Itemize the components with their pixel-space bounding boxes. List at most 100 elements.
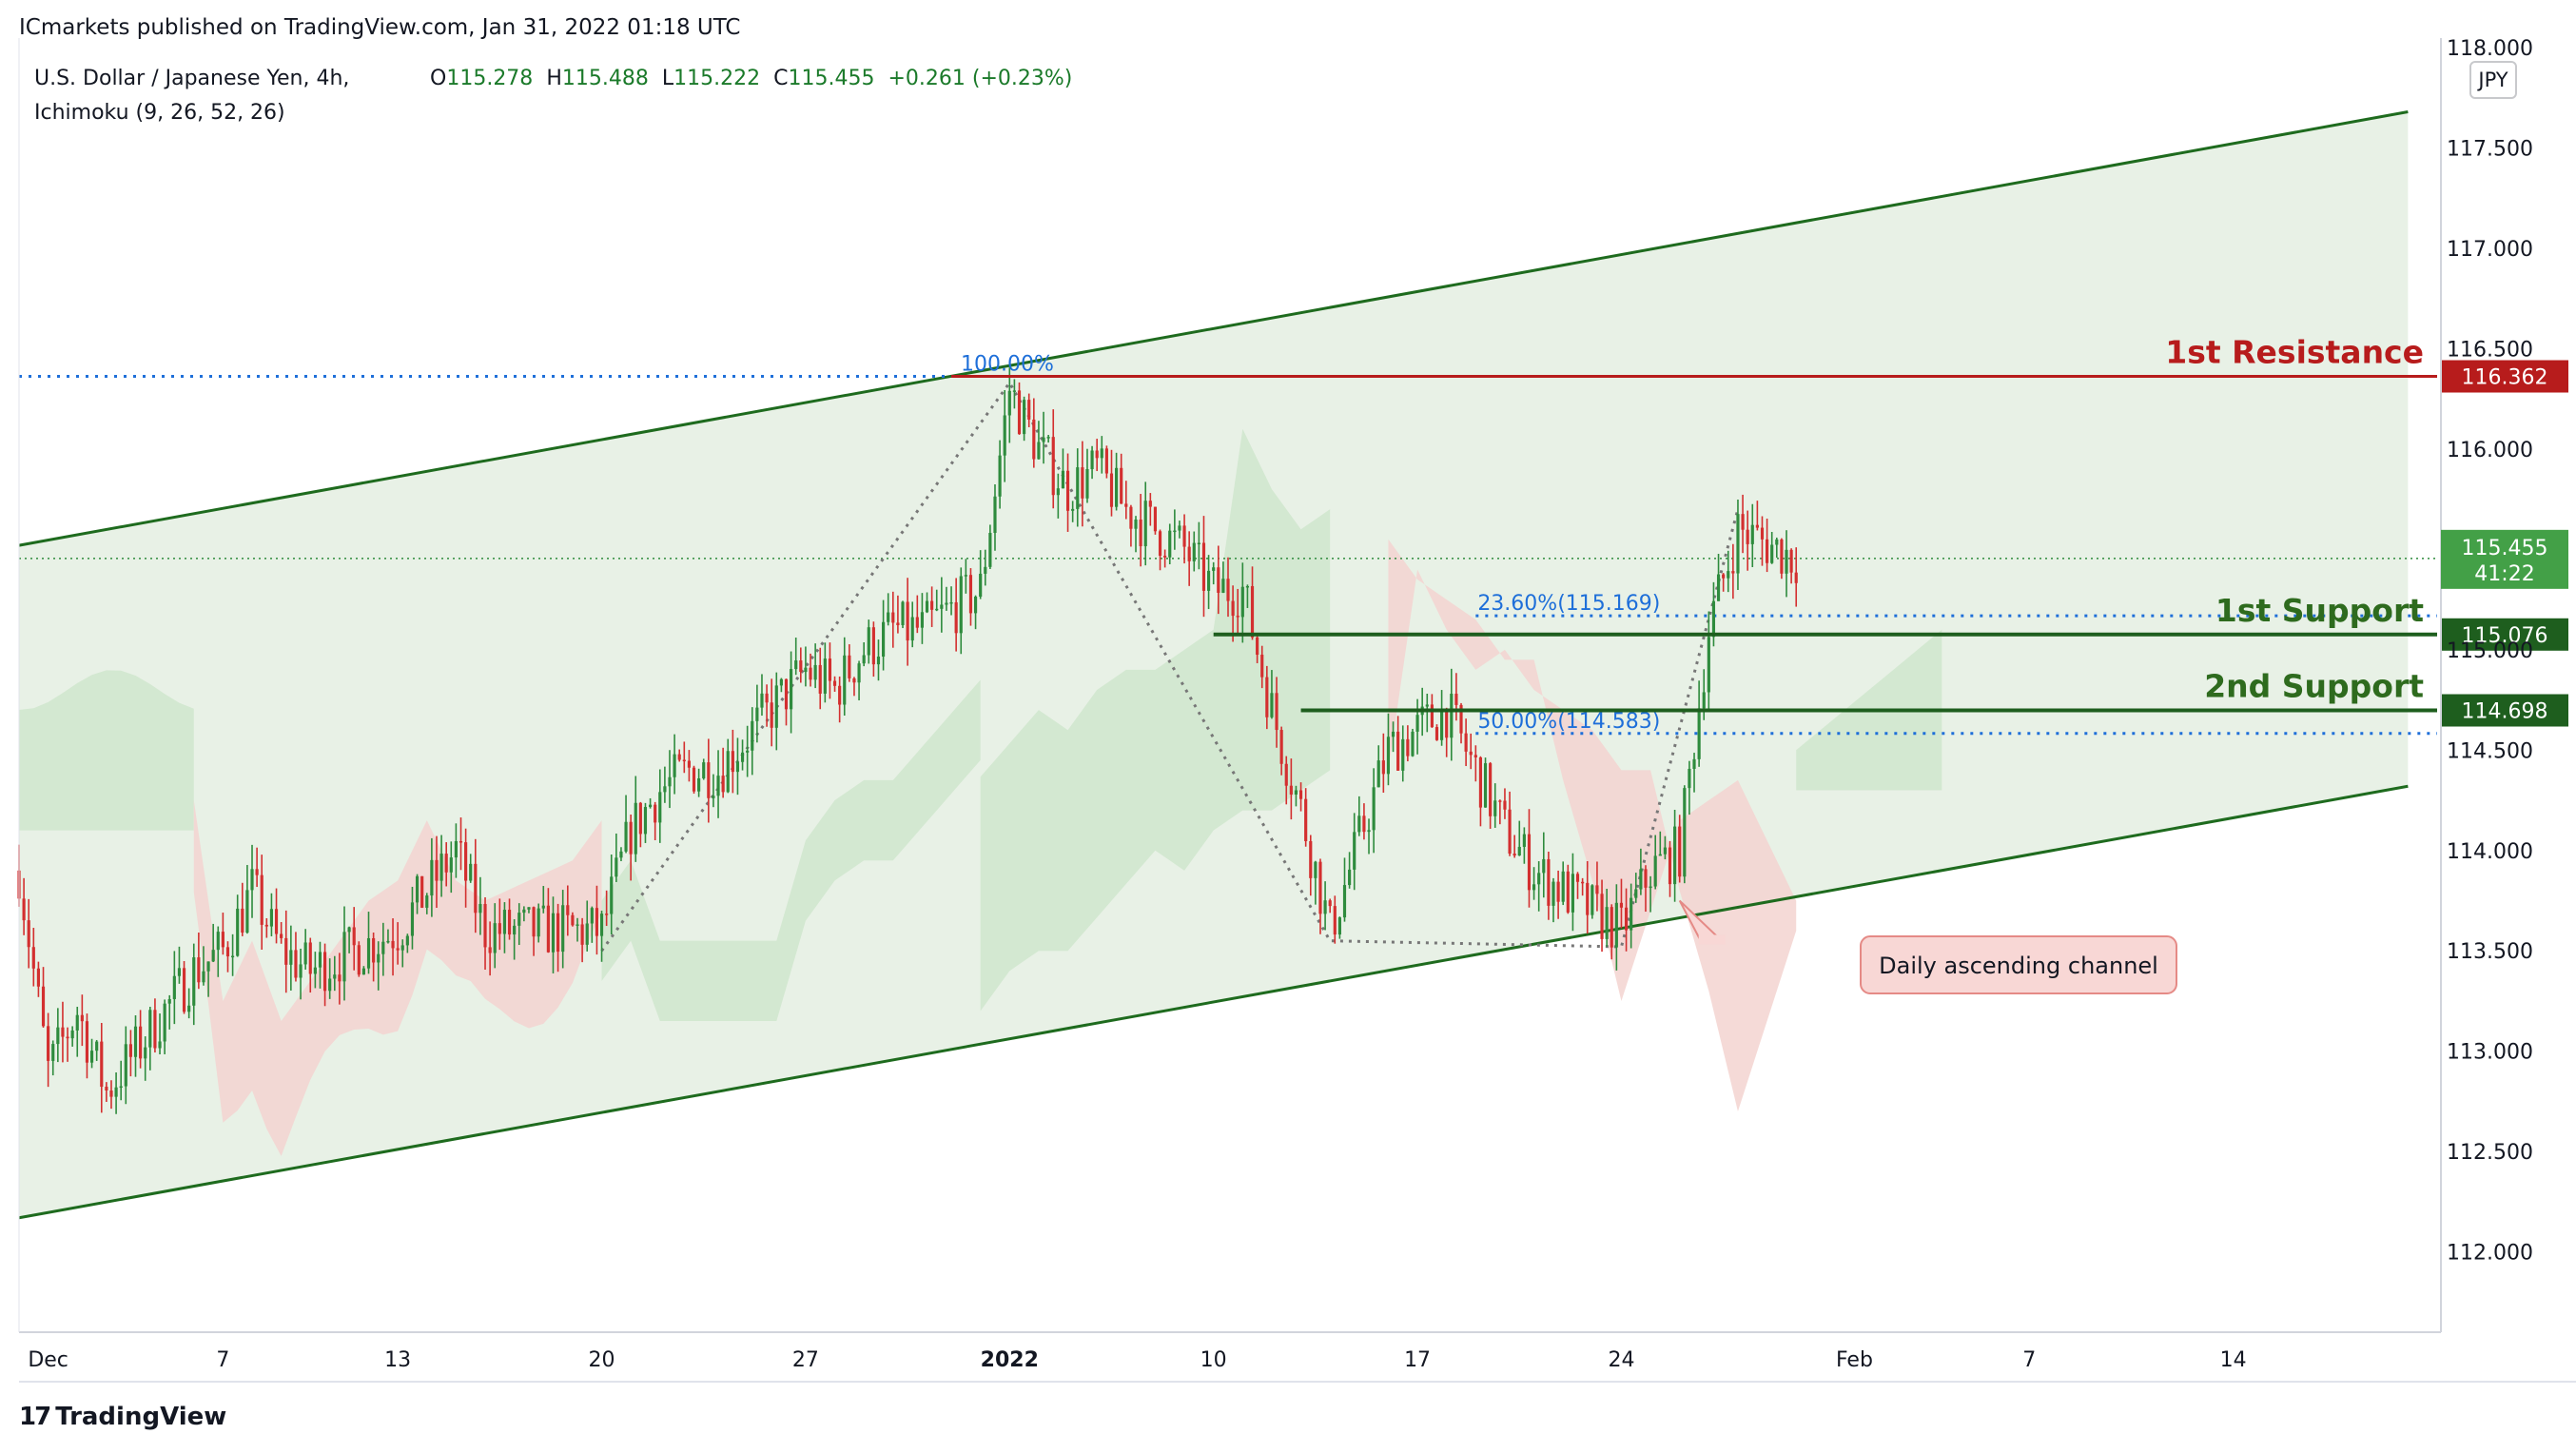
candle-body [663,786,667,793]
candle-body [405,935,409,946]
candle-body [488,947,492,953]
candle-body [70,1030,74,1039]
candle-body [255,869,259,875]
candle-body [1498,800,1502,802]
x-tick-label: 10 [1200,1348,1227,1372]
candle-body [1124,503,1128,507]
candle-body [1265,677,1269,717]
candle-body [342,932,346,982]
candle-body [940,604,944,609]
y-tick-label: 112.500 [2447,1141,2533,1165]
candle-body [1085,469,1089,499]
level-label: 1st Support [2215,592,2424,629]
candle-body [746,750,750,753]
candle-body [1508,809,1512,855]
candle-body [1532,884,1536,891]
candle-body [915,617,919,628]
candle-body [643,807,648,835]
candle-body [139,1026,143,1059]
candle-body [1017,390,1022,435]
candle-body [144,1047,147,1059]
y-tick-label: 113.000 [2447,1041,2533,1065]
candle-body [377,953,381,963]
candle-body [1372,787,1376,831]
candle-body [66,1036,69,1039]
candle-body [400,945,404,951]
candle-body [1464,733,1468,752]
candle-body [1586,882,1590,915]
candle-body [274,909,279,934]
candle-body [790,669,793,710]
candle-body [813,664,817,680]
candle-body [1469,751,1473,756]
candle-body [692,767,696,792]
x-tick-label: 7 [216,1348,229,1372]
channel-upper-line [18,110,2409,547]
level-price-badge-text: 116.362 [2462,366,2548,390]
candle-body [361,968,365,975]
annotation-joint [1698,934,1726,945]
candle-body [1770,544,1774,563]
currency-label[interactable]: JPY [2469,61,2517,99]
candle-body [1192,542,1196,561]
candle-body [1581,881,1585,884]
candle-body [449,857,453,873]
indicator-legend[interactable]: Ichimoku (9, 26, 52, 26) [34,101,285,125]
candle-body [891,612,895,623]
candle-body [968,575,973,614]
candle-body [576,924,579,926]
candle-body [896,622,900,625]
candle-body [439,854,443,881]
candle-body [1042,437,1045,442]
candle-body [1032,419,1036,460]
candle-body [513,925,517,935]
candle-body [823,658,827,694]
ohlc-high: 115.488 [561,67,649,90]
candle-body [755,707,759,721]
candle-body [1454,694,1458,705]
candle-body [1653,855,1657,887]
tradingview-logo[interactable]: 17 TradingView [19,1403,226,1431]
candle-body [231,955,235,958]
candle-body [109,1090,113,1097]
candle-body [1168,530,1172,558]
publisher-text: ICmarkets published on TradingView.com, … [19,15,741,40]
candle-body [1357,815,1361,833]
candle-body [1221,579,1225,593]
candle-body [1065,470,1070,511]
candle-body [599,914,604,936]
candle-body [566,905,570,915]
candle-body [1614,902,1618,948]
candle-body [299,964,302,978]
candle-body [1401,738,1405,771]
candles-group [17,367,1798,1114]
candle-body [605,914,609,915]
candle-body [338,974,342,982]
candle-body [425,895,429,908]
candle-body [1624,907,1629,931]
candle-body [751,720,754,751]
candle-body [396,948,400,951]
candle-body [192,957,196,1006]
candle-body [1109,473,1114,507]
level-label: 2nd Support [2204,668,2424,705]
candle-body [128,1044,132,1057]
candle-body [702,762,706,778]
candle-body [260,874,263,925]
candle-body [1348,869,1352,886]
y-tick-label: 116.500 [2447,338,2533,362]
candle-body [1115,467,1119,507]
candle-body [280,933,283,938]
symbol-title[interactable]: U.S. Dollar / Japanese Yen, 4h, [34,67,350,90]
ohlc-high-label: H [546,67,562,90]
candle-body [61,1027,65,1037]
candle-body [313,967,317,974]
candle-body [1100,448,1103,459]
candle-body [284,937,288,965]
candle-body [1104,448,1108,474]
candle-body [1284,763,1288,786]
candle-body [1396,731,1400,771]
candle-body [454,840,458,858]
